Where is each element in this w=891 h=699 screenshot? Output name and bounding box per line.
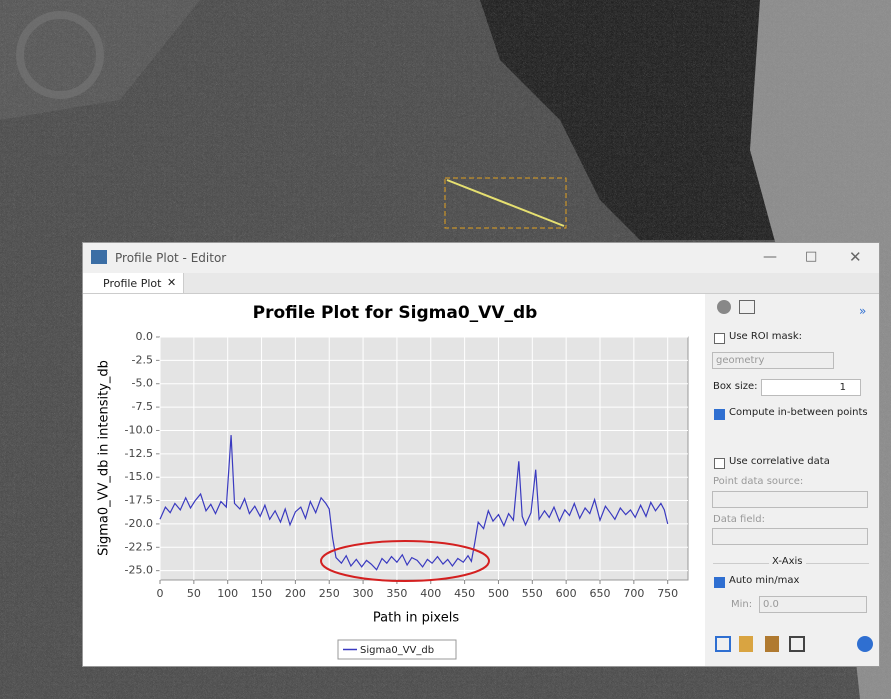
y-axis-title: Sigma0_VV_db in intensity_db bbox=[97, 360, 112, 556]
y-tick-label: -17.5 bbox=[125, 494, 153, 507]
y-tick-label: -22.5 bbox=[125, 540, 153, 553]
profile-chart: Profile Plot for Sigma0_VV_db Path in pi… bbox=[0, 0, 891, 699]
y-tick-label: -10.0 bbox=[125, 423, 153, 436]
x-tick-label: 250 bbox=[319, 587, 340, 600]
y-tick-label: -20.0 bbox=[125, 517, 153, 530]
y-tick-label: -5.0 bbox=[132, 377, 153, 390]
y-tick-label: -25.0 bbox=[125, 564, 153, 577]
page: Profile Plot - Editor — □ ✕ Profile Plot… bbox=[0, 0, 891, 699]
x-axis-title: Path in pixels bbox=[373, 611, 459, 626]
x-tick-label: 400 bbox=[420, 587, 441, 600]
x-tick-label: 150 bbox=[251, 587, 272, 600]
x-tick-label: 500 bbox=[488, 587, 509, 600]
x-tick-label: 700 bbox=[623, 587, 644, 600]
x-tick-label: 550 bbox=[522, 587, 543, 600]
x-tick-label: 450 bbox=[454, 587, 475, 600]
y-tick-label: 0.0 bbox=[136, 330, 154, 343]
x-tick-label: 750 bbox=[657, 587, 678, 600]
y-tick-label: -12.5 bbox=[125, 447, 153, 460]
x-tick-label: 350 bbox=[386, 587, 407, 600]
x-tick-label: 200 bbox=[285, 587, 306, 600]
x-tick-label: 100 bbox=[217, 587, 238, 600]
x-tick-label: 50 bbox=[187, 587, 201, 600]
x-tick-label: 0 bbox=[157, 587, 164, 600]
x-tick-label: 600 bbox=[556, 587, 577, 600]
x-tick-label: 650 bbox=[590, 587, 611, 600]
legend: Sigma0_VV_db bbox=[338, 640, 456, 659]
x-tick-label: 300 bbox=[353, 587, 374, 600]
y-tick-label: -15.0 bbox=[125, 470, 153, 483]
y-tick-label: -2.5 bbox=[132, 353, 153, 366]
legend-label: Sigma0_VV_db bbox=[360, 645, 434, 656]
chart-title: Profile Plot for Sigma0_VV_db bbox=[253, 303, 538, 323]
y-tick-label: -7.5 bbox=[132, 400, 153, 413]
plot-area bbox=[160, 337, 688, 580]
